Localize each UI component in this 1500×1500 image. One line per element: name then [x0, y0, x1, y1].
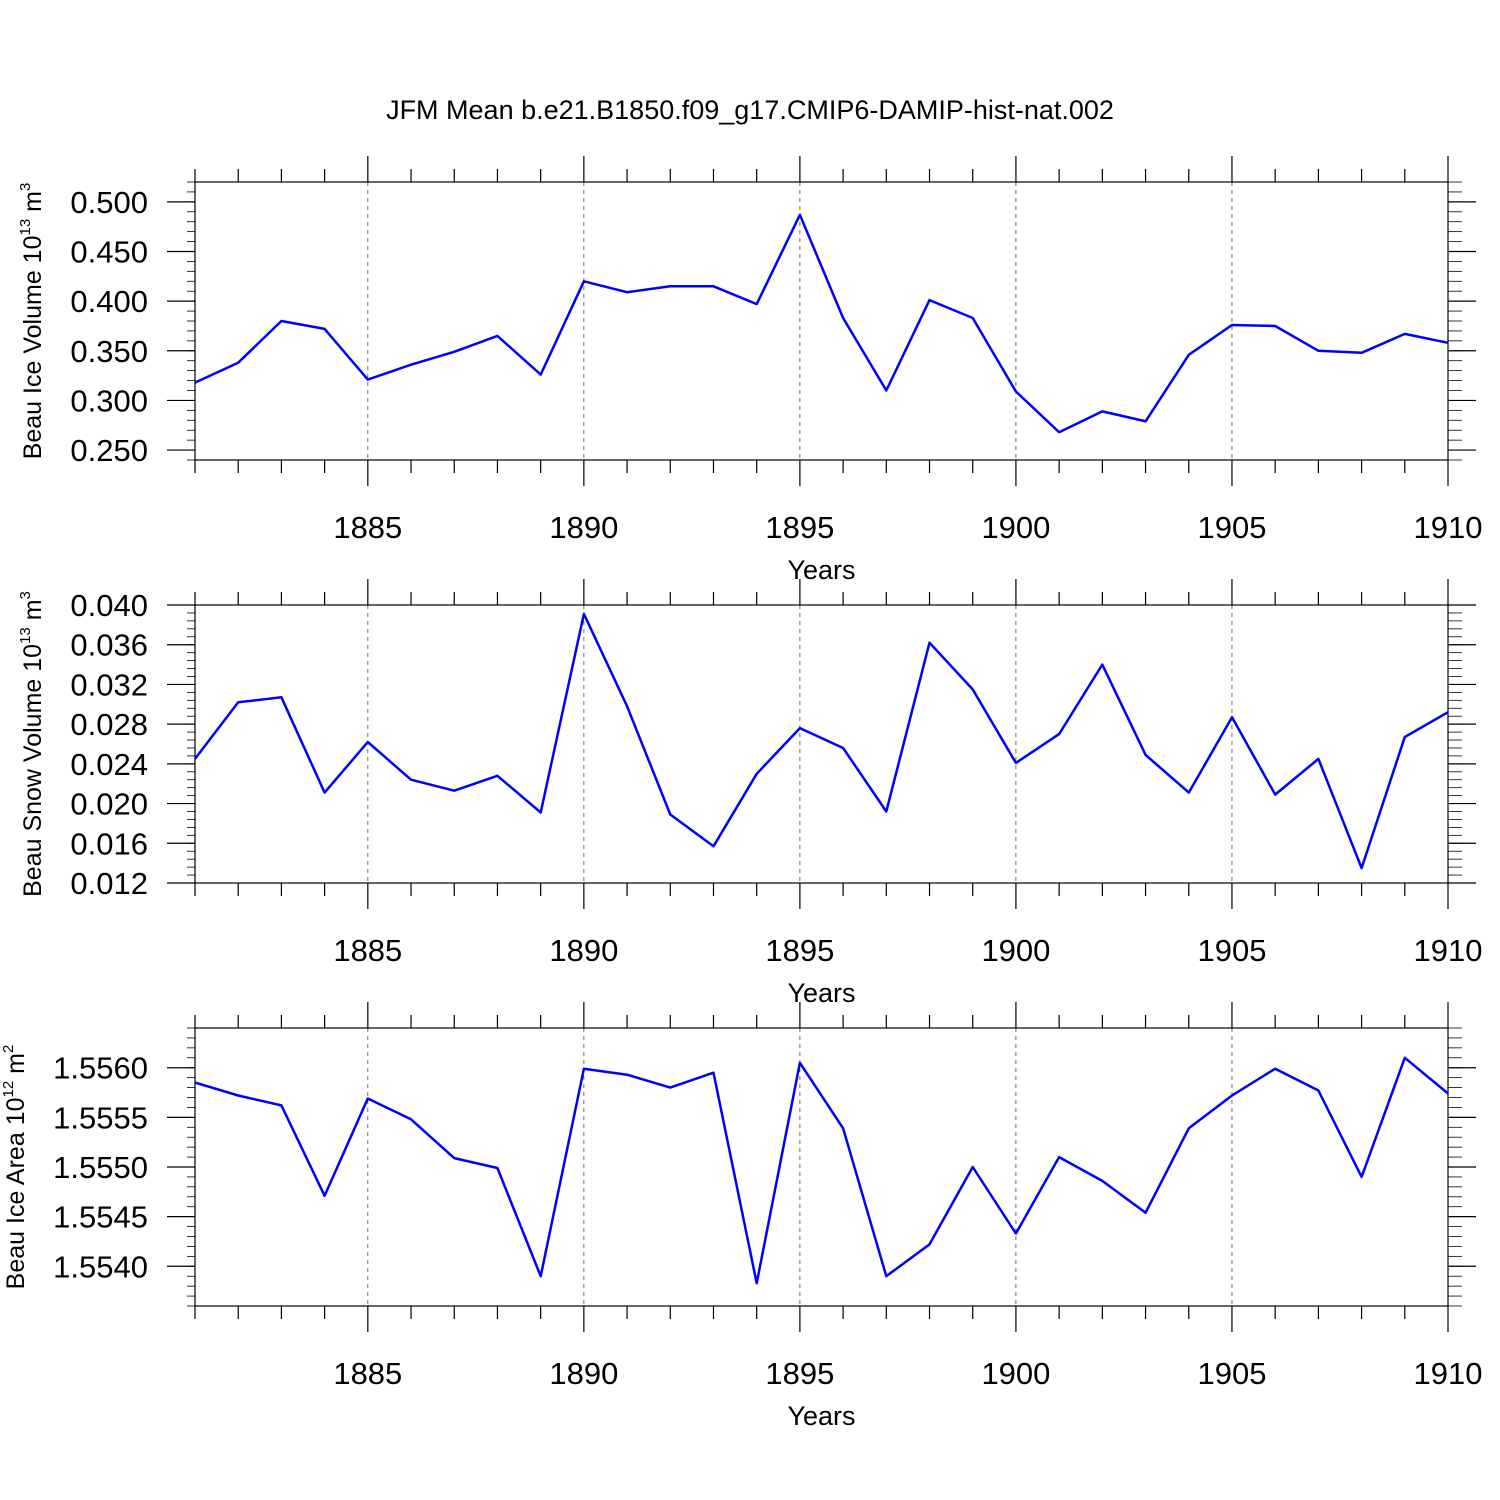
x-axis-label: Years	[787, 555, 855, 585]
x-tick-label: 1885	[333, 933, 402, 968]
data-line	[194, 213, 1449, 434]
x-axis-label: Years	[787, 978, 855, 1008]
x-tick-label: 1905	[1197, 1356, 1266, 1391]
x-tick-label: 1895	[765, 1356, 834, 1391]
x-tick-label: 1890	[549, 510, 618, 545]
y-tick-label: 0.024	[70, 747, 148, 782]
x-tick-label: 1900	[981, 1356, 1050, 1391]
x-tick-label: 1885	[333, 1356, 402, 1391]
y-tick-label: 0.400	[70, 284, 148, 319]
ice-area-panel: 1885 1890 1895 1900 1905 1910 Years 1.5540 1.554…	[0, 1002, 1482, 1431]
y-tick-label: 0.028	[70, 707, 148, 742]
plot-frame	[194, 181, 1449, 461]
y-tick-label: 0.450	[70, 235, 148, 270]
x-tick-label: 1900	[981, 510, 1050, 545]
x-tick-label: 1910	[1414, 510, 1483, 545]
y-tick-label: 0.032	[70, 667, 148, 702]
x-tick-label: 1900	[981, 933, 1050, 968]
y-tick-label: 0.036	[70, 628, 148, 663]
y-tick-label: 0.012	[70, 866, 148, 901]
plot-frame	[194, 1027, 1449, 1307]
y-tick-label: 1.5550	[53, 1150, 148, 1185]
y-tick-label: 1.5560	[53, 1051, 148, 1086]
ice-volume-panel: 1885 1890 1895 1900 1905 1910 Years 0.250 0.300 0…	[17, 156, 1482, 585]
plot-frame	[194, 604, 1449, 884]
x-tick-label: 1910	[1414, 1356, 1483, 1391]
y-axis-label: Beau Snow Volume 1013 m3	[17, 591, 47, 897]
x-axis-label: Years	[787, 1401, 855, 1431]
y-tick-label: 0.016	[70, 826, 148, 861]
x-tick-label: 1895	[765, 510, 834, 545]
y-tick-label: 0.040	[70, 588, 148, 623]
snow-volume-panel: 1885 1890 1895 1900 1905 1910 Years 0.012 0.016 0…	[17, 579, 1482, 1008]
x-tick-label: 1890	[549, 933, 618, 968]
y-axis-label: Beau Ice Volume 1013 m3	[17, 183, 47, 460]
x-tick-label: 1895	[765, 933, 834, 968]
y-tick-label: 0.020	[70, 787, 148, 822]
x-tick-label: 1910	[1414, 933, 1483, 968]
data-line	[194, 1056, 1449, 1285]
x-tick-label: 1885	[333, 510, 402, 545]
y-tick-label: 1.5540	[53, 1249, 148, 1284]
y-tick-label: 0.500	[70, 185, 148, 220]
chart-title: JFM Mean b.e21.B1850.f09_g17.CMIP6-DAMIP…	[386, 95, 1114, 125]
x-tick-label: 1905	[1197, 933, 1266, 968]
y-tick-label: 0.300	[70, 383, 148, 418]
y-tick-label: 0.350	[70, 334, 148, 369]
data-line	[194, 612, 1449, 870]
y-tick-label: 1.5555	[53, 1100, 148, 1135]
y-axis-label: Beau Ice Area 1012 m2	[0, 1045, 30, 1290]
y-tick-label: 1.5545	[53, 1200, 148, 1235]
x-tick-label: 1890	[549, 1356, 618, 1391]
x-tick-label: 1905	[1197, 510, 1266, 545]
y-tick-label: 0.250	[70, 433, 148, 468]
